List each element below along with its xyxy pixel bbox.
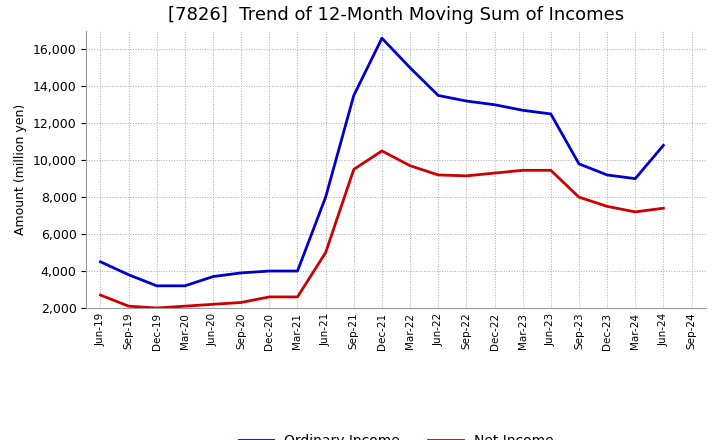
Net Income	[293, 294, 302, 300]
Net Income	[434, 172, 443, 178]
Net Income	[181, 304, 189, 309]
Ordinary Income	[293, 268, 302, 274]
Title: [7826]  Trend of 12-Month Moving Sum of Incomes: [7826] Trend of 12-Month Moving Sum of I…	[168, 6, 624, 24]
Ordinary Income	[462, 99, 471, 104]
Ordinary Income	[434, 93, 443, 98]
Net Income	[462, 173, 471, 179]
Line: Net Income: Net Income	[101, 151, 663, 308]
Net Income	[321, 250, 330, 255]
Net Income	[153, 305, 161, 311]
Ordinary Income	[125, 272, 133, 277]
Net Income	[659, 205, 667, 211]
Net Income	[546, 168, 555, 173]
Ordinary Income	[377, 36, 386, 41]
Net Income	[125, 304, 133, 309]
Ordinary Income	[181, 283, 189, 289]
Net Income	[631, 209, 639, 215]
Ordinary Income	[153, 283, 161, 289]
Ordinary Income	[237, 270, 246, 275]
Ordinary Income	[603, 172, 611, 178]
Ordinary Income	[575, 161, 583, 166]
Ordinary Income	[631, 176, 639, 181]
Legend: Ordinary Income, Net Income: Ordinary Income, Net Income	[233, 429, 559, 440]
Ordinary Income	[546, 111, 555, 117]
Ordinary Income	[265, 268, 274, 274]
Line: Ordinary Income: Ordinary Income	[101, 38, 663, 286]
Net Income	[518, 168, 527, 173]
Net Income	[209, 302, 217, 307]
Net Income	[349, 167, 358, 172]
Net Income	[575, 194, 583, 200]
Ordinary Income	[96, 259, 105, 264]
Ordinary Income	[659, 143, 667, 148]
Net Income	[96, 293, 105, 298]
Net Income	[377, 148, 386, 154]
Net Income	[265, 294, 274, 300]
Net Income	[490, 170, 499, 176]
Ordinary Income	[321, 194, 330, 200]
Y-axis label: Amount (million yen): Amount (million yen)	[14, 104, 27, 235]
Ordinary Income	[490, 102, 499, 107]
Ordinary Income	[406, 65, 415, 70]
Net Income	[406, 163, 415, 169]
Net Income	[237, 300, 246, 305]
Ordinary Income	[349, 93, 358, 98]
Ordinary Income	[209, 274, 217, 279]
Ordinary Income	[518, 108, 527, 113]
Net Income	[603, 204, 611, 209]
